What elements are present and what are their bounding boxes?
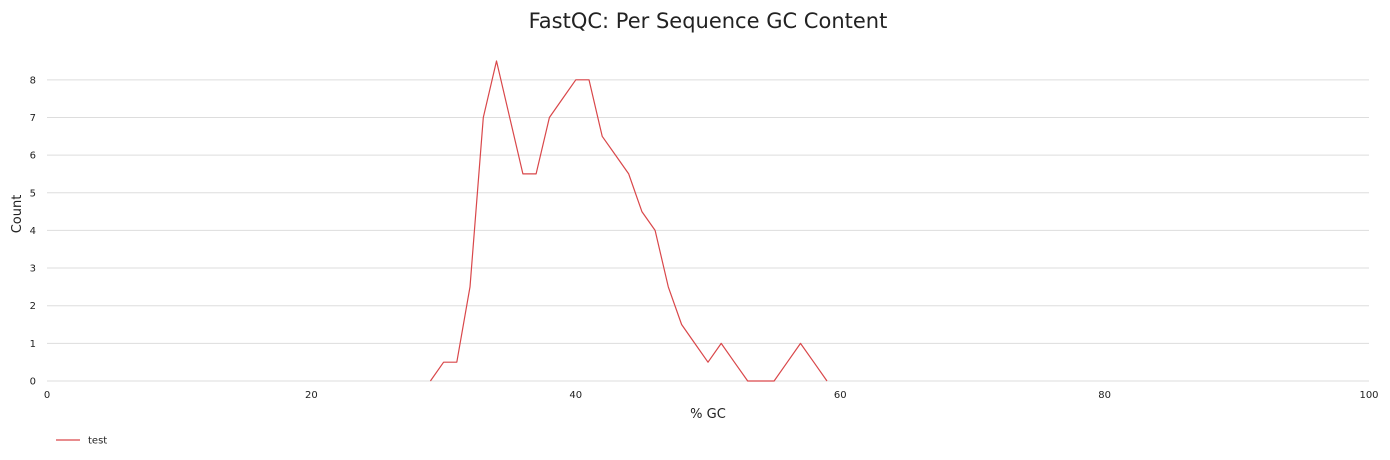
data-point <box>718 340 724 346</box>
x-axis-label: % GC <box>690 407 726 422</box>
series-line-test <box>429 60 828 382</box>
data-point <box>493 58 499 64</box>
y-axis-ticks: 0 1 2 3 4 5 6 7 8 <box>30 75 36 387</box>
grid-lines <box>47 79 1369 382</box>
data-point <box>798 340 804 346</box>
y-tick-label: 0 <box>30 377 36 388</box>
x-axis-ticks: 0 20 40 60 80 100 <box>44 390 1379 401</box>
data-point <box>533 171 539 177</box>
y-tick-label: 5 <box>30 188 36 199</box>
data-point <box>705 359 711 365</box>
data-point <box>454 359 460 365</box>
y-tick-label: 1 <box>30 339 36 350</box>
data-point <box>599 133 605 139</box>
data-point <box>771 378 777 384</box>
y-tick-label: 2 <box>30 301 36 312</box>
y-tick-label: 3 <box>30 264 36 275</box>
legend-label: test <box>88 436 107 447</box>
x-tick-label: 60 <box>834 390 847 401</box>
data-point <box>480 114 486 120</box>
x-tick-label: 0 <box>44 390 50 401</box>
data-point <box>824 378 830 384</box>
data-point <box>626 171 632 177</box>
data-point <box>441 359 447 365</box>
legend[interactable]: test <box>56 436 107 447</box>
y-tick-label: 8 <box>30 75 36 86</box>
data-point <box>784 359 790 365</box>
data-point <box>745 378 751 384</box>
data-point <box>467 284 473 290</box>
chart-title: FastQC: Per Sequence GC Content <box>529 9 888 33</box>
y-axis-label: Count <box>10 195 25 234</box>
data-point <box>665 284 671 290</box>
data-point <box>546 114 552 120</box>
y-tick-label: 4 <box>30 226 36 237</box>
data-point <box>639 209 645 215</box>
x-tick-label: 40 <box>569 390 582 401</box>
x-tick-label: 20 <box>305 390 318 401</box>
data-point <box>692 340 698 346</box>
data-point <box>427 378 433 384</box>
data-point <box>573 77 579 83</box>
x-tick-label: 80 <box>1098 390 1111 401</box>
y-tick-label: 6 <box>30 151 36 162</box>
data-point <box>520 171 526 177</box>
data-point <box>560 96 566 102</box>
x-tick-label: 100 <box>1359 390 1378 401</box>
data-point <box>652 227 658 233</box>
data-point <box>811 359 817 365</box>
data-point <box>586 77 592 83</box>
data-point <box>758 378 764 384</box>
data-point <box>612 152 618 158</box>
series-layer <box>427 58 830 384</box>
data-point <box>731 359 737 365</box>
data-point <box>507 114 513 120</box>
data-point <box>679 322 685 328</box>
y-tick-label: 7 <box>30 113 36 124</box>
